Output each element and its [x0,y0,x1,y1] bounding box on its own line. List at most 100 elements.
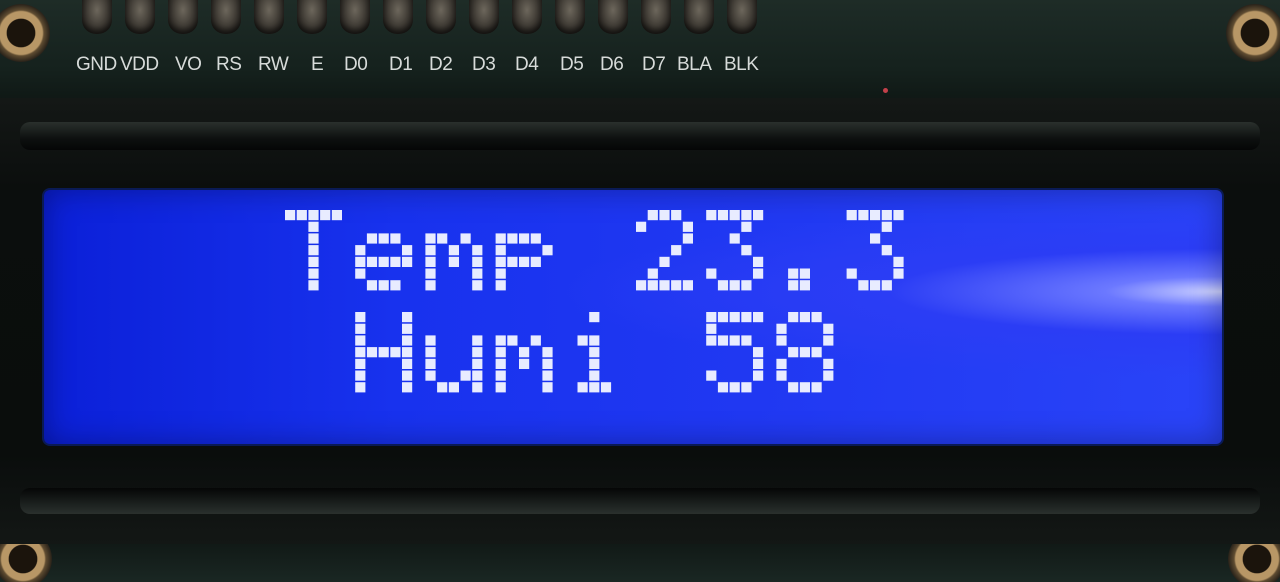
lcd-pixel [671,210,682,221]
lcd-pixel [425,256,436,267]
lcd-pixel [425,335,436,346]
pin-label-d0: D0 [344,54,368,75]
lcd-pixel [659,210,670,221]
lcd-pixel [706,335,717,346]
lcd-pixel [729,312,740,323]
lcd-pixel [893,256,904,267]
lcd-pixel [402,358,413,369]
header-pin [82,0,112,34]
pin-label-rs: RS [216,54,242,75]
lcd-pixel [776,370,787,381]
lcd-pixel [495,358,506,369]
lcd-pixel [823,358,834,369]
lcd-pixel [870,210,881,221]
lcd-pixel [741,382,752,393]
lcd-pixel [577,335,588,346]
header-pin [383,0,413,34]
lcd-pixel [495,280,506,291]
pin-label-d2: D2 [429,54,453,75]
lcd-pixel [881,245,892,256]
lcd-pixel [378,280,389,291]
lcd-pixel [402,382,413,393]
lcd-pixel [753,256,764,267]
lcd-pixel [425,347,436,358]
lcd-pixel [799,280,810,291]
lcd-pixel [390,280,401,291]
lcd-pixel [437,382,448,393]
lcd-pixel [729,280,740,291]
header-pin [598,0,628,34]
lcd-pixel [753,358,764,369]
header-pin [641,0,671,34]
lcd-pixel [647,280,658,291]
pcb-bottom-edge [0,540,1280,582]
lcd-pixel [881,221,892,232]
pin-label-d3: D3 [472,54,496,75]
pin-label-d4: D4 [515,54,539,75]
lcd-pixel [472,335,483,346]
mounting-hole-top-left [0,4,50,62]
lcd-pixel [788,268,799,279]
lcd-pixel [355,382,366,393]
lcd-pixel [472,268,483,279]
lcd-pixel [717,335,729,346]
bezel-ridge-top [20,122,1260,150]
lcd-pixel [366,233,378,244]
lcd-pixel [589,312,600,323]
mounting-hole-top-right [1226,4,1280,62]
lcd-pixel [530,256,541,267]
lcd-pixel [788,347,799,358]
lcd-pixel [776,323,787,334]
lcd-pixel [530,233,541,244]
lcd-pixel [355,335,366,346]
pcb-marker-dot [883,88,888,93]
lcd-pixel [881,280,892,291]
pin-label-d7: D7 [642,54,666,75]
lcd-pixel [402,256,413,267]
pin-label-gnd: GND [76,54,117,75]
lcd-pixel [355,347,366,358]
lcd-pixel [753,268,764,279]
lcd-pixel [519,347,530,358]
lcd-pixel [706,268,717,279]
lcd-pixel [378,347,389,358]
lcd-pixel [378,233,389,244]
lcd-pixel [647,268,658,279]
lcd-pixel [390,256,401,267]
header-pin [512,0,542,34]
lcd-pixel [425,370,436,381]
lcd-pixel [799,382,810,393]
lcd-pixel [425,245,436,256]
pin-label-vdd: VDD [120,54,159,75]
lcd-pixel [355,358,366,369]
lcd-pixel [437,233,448,244]
lcd-pixel [402,335,413,346]
lcd-pixel [753,210,764,221]
lcd-pixel [495,268,506,279]
lcd-pixel [858,280,869,291]
lcd-screen: Temp 23.3 Humi 58 [44,190,1222,444]
lcd-pixel [425,233,436,244]
lcd-pixel [682,233,693,244]
lcd-pixel [589,358,600,369]
lcd-pixel [636,280,647,291]
lcd-pixel [308,268,319,279]
lcd-pixel [788,382,799,393]
lcd-pixel [589,347,600,358]
header-pin [340,0,370,34]
lcd-pixel [495,382,506,393]
lcd-pixel [753,347,764,358]
lcd-pixel [893,268,904,279]
header-pin [727,0,757,34]
lcd-pixel [460,233,471,244]
lcd-pixel [729,382,740,393]
pin-label-blk: BLK [724,54,759,75]
lcd-pixel [788,280,799,291]
lcd-pixel [308,280,319,291]
lcd-pixel [729,233,740,244]
lcd-pixel [308,210,319,221]
lcd-pixel [659,256,670,267]
lcd-pixel [823,323,834,334]
lcd-pixel [355,323,366,334]
pin-label-vo: VO [175,54,202,75]
